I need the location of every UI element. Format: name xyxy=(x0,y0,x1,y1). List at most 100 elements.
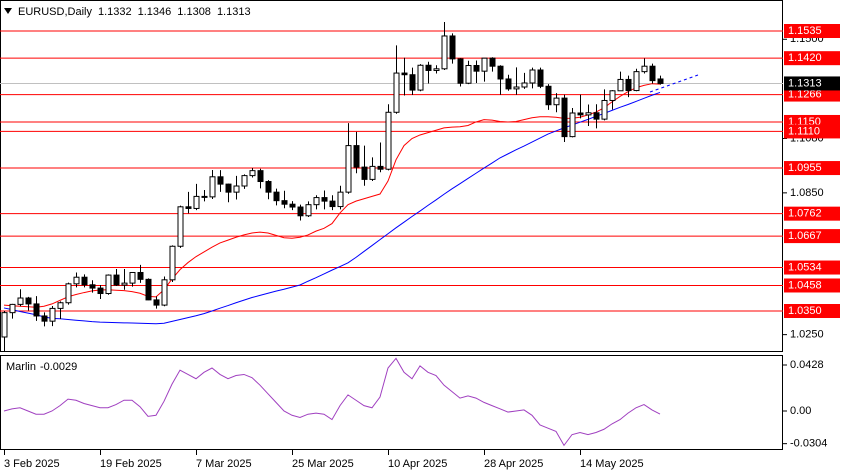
current-price-box xyxy=(784,76,840,91)
candle-body xyxy=(457,58,464,84)
candle-body xyxy=(281,200,288,205)
candle-body xyxy=(529,69,536,84)
candle-body xyxy=(185,206,192,209)
candle-body xyxy=(241,175,248,187)
candle-body xyxy=(617,78,624,92)
candle-body xyxy=(305,204,312,217)
main-panel xyxy=(0,0,783,352)
candle-body xyxy=(489,57,496,67)
candle-body xyxy=(9,303,16,314)
level-label: 1.0667 xyxy=(788,230,822,242)
level-label: 1.0458 xyxy=(788,279,822,291)
level-label-box xyxy=(784,304,840,319)
candle-body xyxy=(633,71,640,92)
candle-body xyxy=(57,302,64,309)
candle-body xyxy=(601,99,608,120)
candle-body xyxy=(345,145,352,193)
indicator-line xyxy=(3,91,661,325)
level-label-box xyxy=(784,24,840,39)
level-label: 1.1110 xyxy=(788,125,820,137)
x-tick-label: 28 Apr 2025 xyxy=(484,458,543,470)
candle-body xyxy=(329,200,336,208)
indicator-line xyxy=(3,83,661,308)
candle-body xyxy=(521,82,528,88)
panel-menu-icon[interactable] xyxy=(4,8,12,14)
candle-body xyxy=(137,271,144,280)
candle-body xyxy=(209,176,216,198)
candle-body xyxy=(425,64,432,71)
level-label-box xyxy=(784,124,840,139)
y-tick-label: 0.00 xyxy=(790,405,811,417)
main-plot xyxy=(0,22,783,352)
candle-body xyxy=(513,86,520,90)
candle-body xyxy=(233,185,240,193)
candle-body xyxy=(481,57,488,72)
oscillator-line xyxy=(3,357,661,447)
oscillator-panel xyxy=(0,355,783,450)
candle-body xyxy=(201,195,208,198)
candle-body xyxy=(65,283,72,304)
candle-body xyxy=(113,274,120,286)
level-label: 1.0955 xyxy=(788,162,822,174)
axes: 1.15001.10801.08501.02501.15351.14201.12… xyxy=(4,6,840,470)
candle-body xyxy=(193,195,200,209)
candle-body xyxy=(81,276,88,286)
ohlc-value: 1.1346 xyxy=(138,6,172,18)
candle-body xyxy=(361,166,368,180)
candle-body xyxy=(145,278,152,301)
candle-body xyxy=(625,78,632,92)
candle-body xyxy=(161,279,168,306)
candle-body xyxy=(33,303,40,317)
trend-line xyxy=(649,74,699,93)
candle-body xyxy=(385,111,392,170)
level-label-box xyxy=(784,51,840,66)
level-label-box xyxy=(784,278,840,293)
candle-body xyxy=(49,307,56,322)
candle-body xyxy=(73,276,80,285)
symbol-title: EURUSD,Daily xyxy=(18,6,92,18)
candle-body xyxy=(169,245,176,281)
x-tick-label: 10 Apr 2025 xyxy=(388,458,447,470)
candle-body xyxy=(497,65,504,80)
candle-body xyxy=(289,203,296,208)
candle-body xyxy=(641,65,648,73)
oscillator-plot xyxy=(3,357,661,447)
level-label: 1.1266 xyxy=(788,88,822,100)
candle-body xyxy=(225,183,232,193)
oscillator-value: -0.0029 xyxy=(40,361,77,373)
candle-body xyxy=(473,64,480,72)
candle-body xyxy=(401,72,408,76)
level-label: 1.0350 xyxy=(788,305,822,317)
x-tick-label: 19 Feb 2025 xyxy=(100,458,162,470)
candle-body xyxy=(97,287,104,295)
candle-body xyxy=(569,112,576,138)
ohlc-value: 1.1332 xyxy=(98,6,132,18)
level-label-box xyxy=(784,229,840,244)
y-tick-label: 1.0250 xyxy=(790,329,824,341)
level-label: 1.0534 xyxy=(788,261,822,273)
candle-body xyxy=(41,315,48,322)
level-label-box xyxy=(784,260,840,275)
y-tick-label: 0.0428 xyxy=(790,359,824,371)
candle-body xyxy=(257,170,264,183)
level-label-box xyxy=(784,161,840,176)
ohlc-value: 1.1313 xyxy=(217,6,251,18)
candle-body xyxy=(249,170,256,177)
chart-title: EURUSD,Daily 1.1332 1.1346 1.1308 1.1313 xyxy=(18,6,251,18)
x-tick-label: 25 Mar 2025 xyxy=(292,458,354,470)
oscillator-title: Marlin -0.0029 xyxy=(6,361,77,373)
level-label: 1.1535 xyxy=(788,25,822,37)
candle-body xyxy=(17,297,24,305)
candle-body xyxy=(153,299,160,306)
candle-body xyxy=(129,271,136,284)
candle-body xyxy=(409,74,416,91)
candle-body xyxy=(321,197,328,202)
candle-body xyxy=(377,165,384,170)
candle-body xyxy=(393,72,400,113)
candle-body xyxy=(505,78,512,90)
candle-body xyxy=(265,181,272,193)
candle-body xyxy=(297,206,304,217)
candle-body xyxy=(217,176,224,185)
y-tick-label: -0.0304 xyxy=(790,438,827,450)
oscillator-name: Marlin xyxy=(6,361,36,373)
